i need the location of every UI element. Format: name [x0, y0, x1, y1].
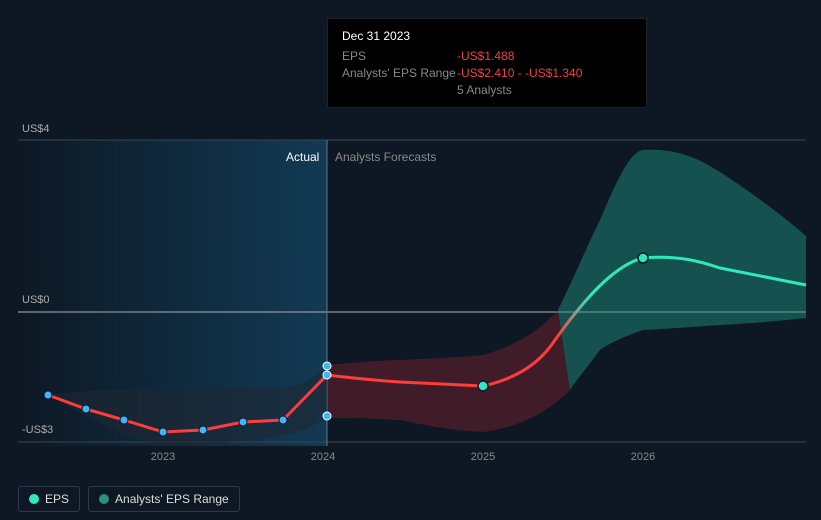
legend-range-swatch — [99, 494, 109, 504]
legend-eps-label: EPS — [45, 492, 69, 506]
tooltip-range-value: -US$2.410 - -US$1.340 — [457, 66, 582, 80]
eps-forecast-chart: { "chart": { "type": "line-area-forecast… — [0, 0, 821, 520]
tooltip: Dec 31 2023 EPS -US$1.488 Analysts' EPS … — [327, 18, 647, 108]
section-actual-label: Actual — [286, 150, 319, 164]
tooltip-eps-value: -US$1.488 — [457, 49, 514, 63]
x-label-2024: 2024 — [311, 451, 335, 463]
legend-range-label: Analysts' EPS Range — [115, 492, 229, 506]
tooltip-eps-label: EPS — [342, 49, 457, 63]
legend-eps-swatch — [29, 494, 39, 504]
range-forecast-neg-fill — [327, 310, 570, 432]
tooltip-range-label: Analysts' EPS Range — [342, 66, 457, 80]
legend: EPS Analysts' EPS Range — [18, 486, 240, 512]
tooltip-analyst-count: 5 Analysts — [457, 83, 632, 97]
legend-range[interactable]: Analysts' EPS Range — [88, 486, 240, 512]
y-label-0: US$0 — [22, 294, 50, 306]
x-label-2025: 2025 — [471, 451, 495, 463]
tooltip-date: Dec 31 2023 — [342, 29, 632, 43]
x-label-2023: 2023 — [151, 451, 175, 463]
section-forecast-label: Analysts Forecasts — [335, 150, 436, 164]
y-label-neg3: -US$3 — [22, 424, 53, 436]
range-forecast-pos-fill — [558, 150, 806, 390]
x-label-2026: 2026 — [631, 451, 655, 463]
legend-eps[interactable]: EPS — [18, 486, 80, 512]
y-label-4: US$4 — [22, 123, 50, 135]
